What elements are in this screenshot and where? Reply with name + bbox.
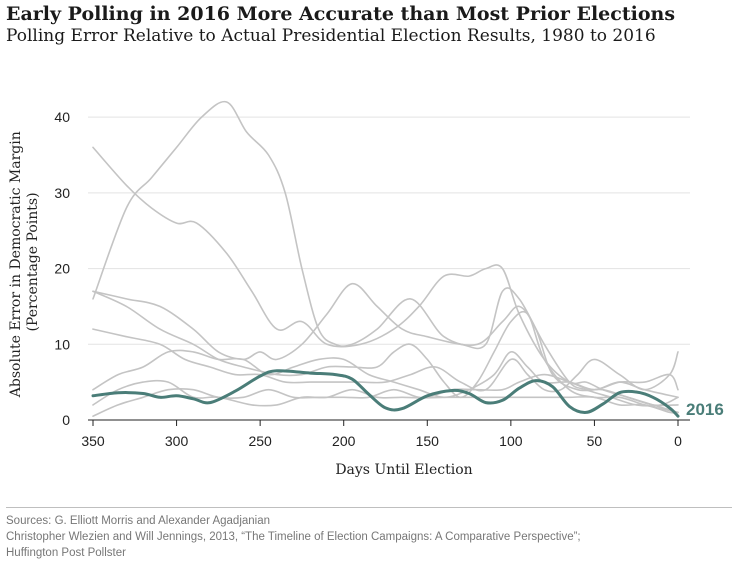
x-tick-label-200: 200 <box>332 433 356 449</box>
x-tick-label-100: 100 <box>499 433 523 449</box>
series-line-prior-1 <box>92 100 679 407</box>
y-tick-label-40: 40 <box>54 109 70 125</box>
x-tick-label-150: 150 <box>416 433 440 449</box>
source-line-1: Sources: G. Elliott Morris and Alexander… <box>6 515 271 527</box>
source-notes: Sources: G. Elliott Morris and Alexander… <box>6 513 581 561</box>
series-line-prior-3 <box>92 282 679 407</box>
series-line-prior-2 <box>92 146 679 414</box>
source-line-3: Huffington Post Pollster <box>6 547 126 559</box>
y-tick-label-0: 0 <box>62 412 70 428</box>
series-line-prior-4 <box>92 290 679 414</box>
source-line-2: Christopher Wlezien and Will Jennings, 2… <box>6 531 581 543</box>
series-line-prior-8 <box>92 388 679 417</box>
y-axis-label-line-1: Absolute Error in Democratic Margin <box>8 131 24 398</box>
x-tick-label-300: 300 <box>165 433 189 449</box>
gridlines <box>88 116 690 345</box>
footer-divider <box>6 507 732 508</box>
x-tick-label-250: 250 <box>248 433 272 449</box>
x-tick-label-50: 50 <box>587 433 603 449</box>
y-tick-label-20: 20 <box>54 261 70 277</box>
y-axis-label: Absolute Error in Democratic Margin (Per… <box>8 127 41 398</box>
x-tick-label-350: 350 <box>81 433 105 449</box>
series-label-2016: 2016 <box>686 400 724 419</box>
y-tick-label-10: 10 <box>54 336 70 352</box>
line-chart: 0 10 20 30 40 350 300 250 200 150 100 50 0 2016 Day… <box>8 100 724 478</box>
series-line-prior-5 <box>92 328 679 393</box>
x-axis-ticks: 350 300 250 200 150 100 50 0 <box>81 420 682 449</box>
x-axis-label: Days Until Election <box>335 462 472 478</box>
x-tick-label-0: 0 <box>674 433 682 449</box>
chart-subtitle: Polling Error Relative to Actual Preside… <box>6 26 656 46</box>
chart-title: Early Polling in 2016 More Accurate than… <box>6 3 676 25</box>
y-axis-label-line-2: (Percentage Points) <box>25 192 41 331</box>
y-axis-ticks: 0 10 20 30 40 <box>54 109 70 428</box>
series-lines <box>91 100 680 418</box>
y-tick-label-30: 30 <box>54 185 70 201</box>
series-line-2016 <box>91 369 680 418</box>
